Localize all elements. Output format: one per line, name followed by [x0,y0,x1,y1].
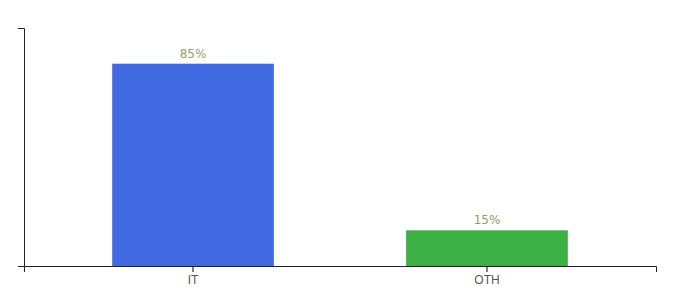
y-axis [18,29,25,267]
chart: IT OTH 85% 15% [0,0,680,300]
bar [406,230,568,266]
plot-area: IT OTH 85% 15% [18,29,657,287]
x-tick: IT [188,266,199,287]
data-labels: 85% 15% [180,47,501,228]
x-tick-mark [193,266,194,272]
x-tick-mark [486,266,487,272]
x-axis-line [25,267,657,273]
x-tick: OTH [474,266,499,287]
data-label: 85% [180,47,207,61]
x-tick-label: IT [188,273,199,287]
data-label: 15% [474,213,501,227]
x-axis: IT OTH [25,266,657,287]
bars [112,64,568,266]
bar [112,64,274,266]
x-tick-label: OTH [474,273,499,287]
y-axis-line [18,29,25,267]
